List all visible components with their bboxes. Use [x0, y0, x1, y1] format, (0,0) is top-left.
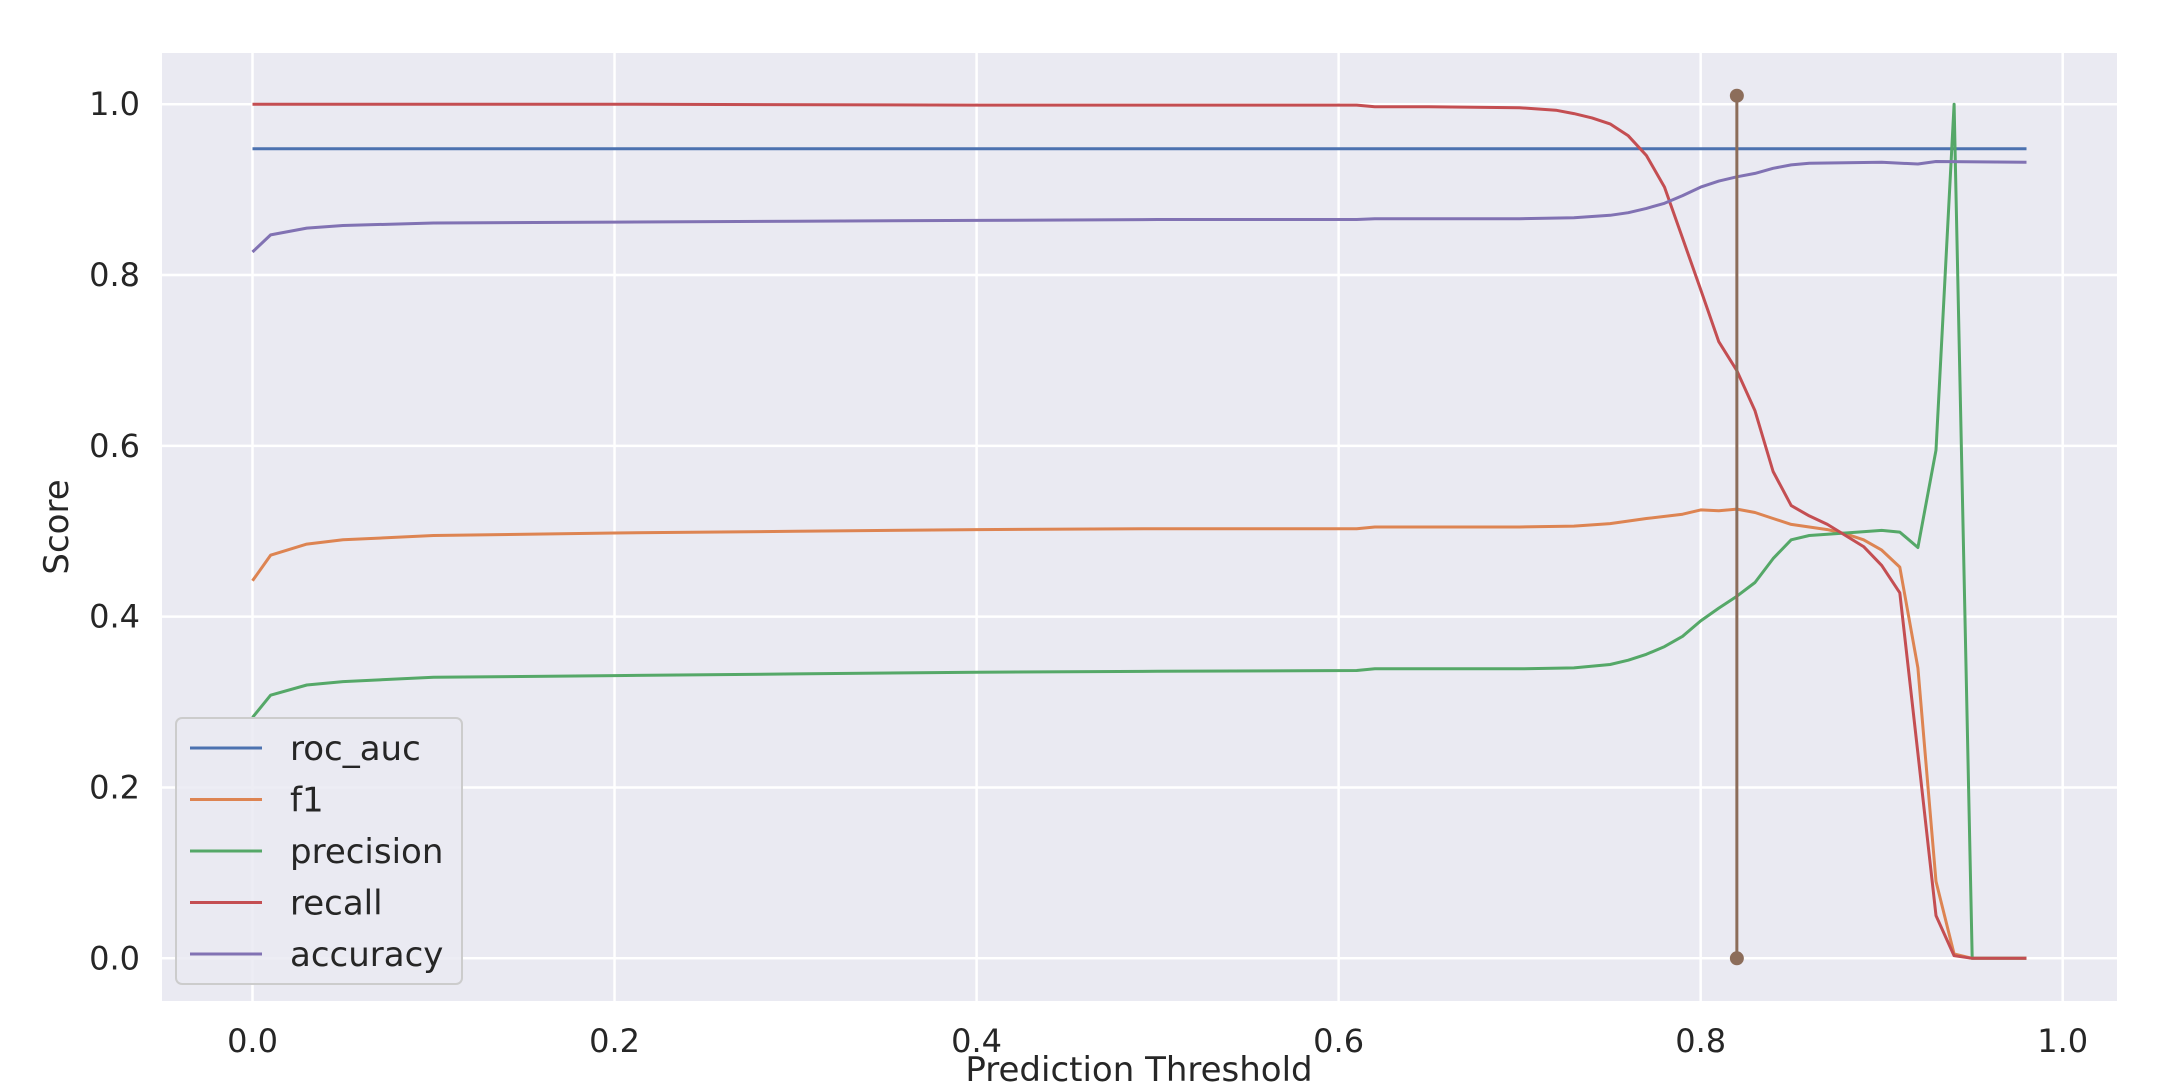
- legend-label-recall: recall: [290, 884, 383, 924]
- series-line-precision: [251, 102, 2027, 960]
- y-tick-label: 0.0: [89, 939, 140, 977]
- series-line-f1: [251, 507, 2027, 960]
- legend-box: [175, 717, 463, 985]
- x-tick-label: 0.4: [951, 1022, 1002, 1060]
- series-line-accuracy: [251, 160, 2027, 254]
- legend-label-accuracy: accuracy: [290, 935, 443, 975]
- legend-label-precision: precision: [290, 832, 443, 872]
- series-line-recall: [252, 102, 2027, 960]
- x-axis-label: Prediction Threshold: [965, 1050, 1312, 1090]
- plot-background: [162, 53, 2117, 1001]
- grid-lines: [162, 53, 2117, 1001]
- y-tick-label: 0.8: [89, 256, 140, 294]
- legend-label-f1: f1: [290, 781, 324, 821]
- legend-label-roc-auc: roc_auc: [290, 729, 421, 769]
- threshold-marker-top-point: [1729, 88, 1744, 103]
- series-lines: [251, 102, 2027, 960]
- legend: roc_auc f1 precision recall accuracy: [175, 717, 463, 985]
- y-tick-label: 0.2: [89, 768, 140, 806]
- y-tick-label: 0.6: [89, 427, 140, 465]
- threshold-marker-bottom-point: [1729, 951, 1744, 966]
- axis-ticks: 0.0 0.2 0.4 0.6 0.8 1.0 0.0 0.2 0.4 0.6 0.8 1.0: [89, 85, 2088, 1060]
- x-tick-label: 0.2: [589, 1022, 640, 1060]
- threshold-marker: [1729, 88, 1744, 966]
- y-tick-label: 1.0: [89, 85, 140, 123]
- x-tick-label: 0.0: [227, 1022, 278, 1060]
- y-axis-label: Score: [37, 479, 77, 574]
- y-tick-label: 0.4: [89, 598, 140, 636]
- x-tick-label: 1.0: [2037, 1022, 2088, 1060]
- x-tick-label: 0.6: [1313, 1022, 1364, 1060]
- x-tick-label: 0.8: [1675, 1022, 1726, 1060]
